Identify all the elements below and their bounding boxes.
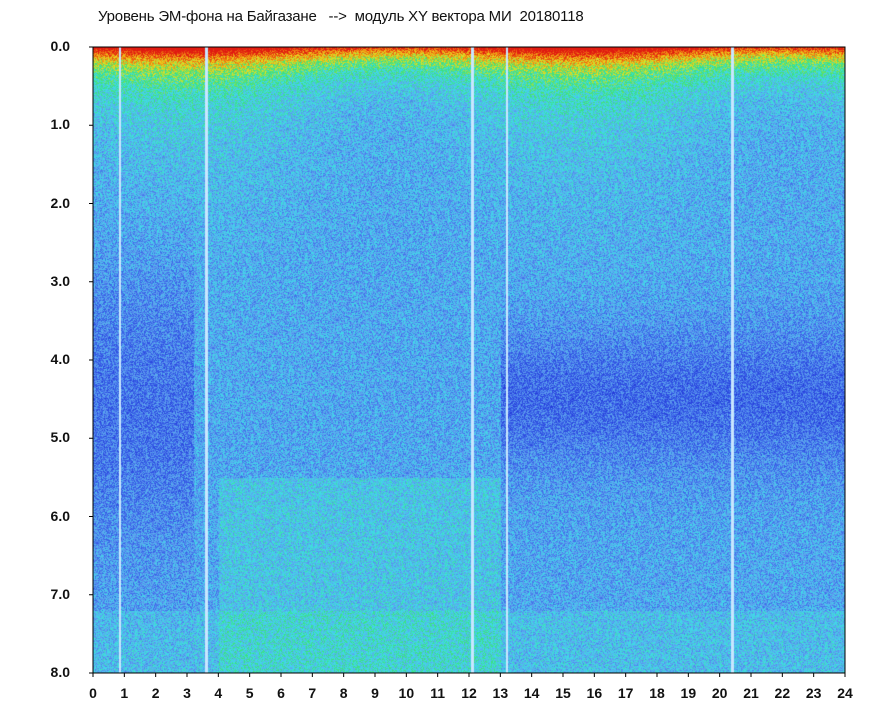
- x-tick-label: 20: [711, 685, 728, 701]
- x-tick-label: 7: [308, 685, 317, 701]
- x-tick-label: 2: [151, 685, 160, 701]
- x-tick-label: 15: [555, 685, 571, 701]
- x-tick-label: 3: [183, 685, 191, 701]
- x-tick-label: 12: [461, 685, 477, 701]
- chart-title: Уровень ЭМ-фона на Байгазане --> модуль …: [98, 8, 584, 25]
- x-tick-label: 17: [617, 685, 634, 701]
- y-tick-label: 1.0: [50, 116, 70, 133]
- y-tick-label: 2.0: [50, 194, 70, 211]
- x-tick-label: 14: [523, 685, 540, 701]
- x-tick-label: 21: [743, 685, 759, 701]
- x-tick-label: 13: [492, 685, 509, 701]
- x-tick-label: 11: [430, 685, 446, 701]
- y-tick-marks: [89, 46, 93, 674]
- x-tick-label: 24: [837, 685, 853, 701]
- x-tick-label: 18: [649, 685, 665, 701]
- x-tick-label: 8: [339, 685, 348, 701]
- x-tick-label: 1: [120, 685, 129, 701]
- x-tick-label: 22: [774, 685, 791, 701]
- x-tick-label: 23: [805, 685, 822, 701]
- y-tick-label: 0.0: [50, 38, 70, 54]
- x-tick-label: 4: [214, 685, 223, 701]
- x-tick-marks: [92, 673, 846, 677]
- y-tick-label: 4.0: [50, 351, 70, 367]
- x-tick-label: 9: [371, 685, 379, 701]
- x-tick-label: 6: [277, 685, 285, 701]
- x-tick-label: 0: [89, 685, 97, 701]
- y-tick-label: 3.0: [50, 272, 70, 289]
- y-tick-label: 7.0: [50, 585, 70, 602]
- x-tick-label: 5: [245, 685, 254, 701]
- x-tick-label: 19: [680, 685, 697, 701]
- x-tick-label: 16: [586, 685, 603, 701]
- spectrogram-heatmap: [93, 47, 845, 673]
- y-tick-label: 5.0: [50, 429, 70, 446]
- x-tick-label: 10: [398, 685, 415, 701]
- y-tick-label: 8.0: [50, 664, 70, 680]
- y-tick-label: 6.0: [50, 507, 70, 524]
